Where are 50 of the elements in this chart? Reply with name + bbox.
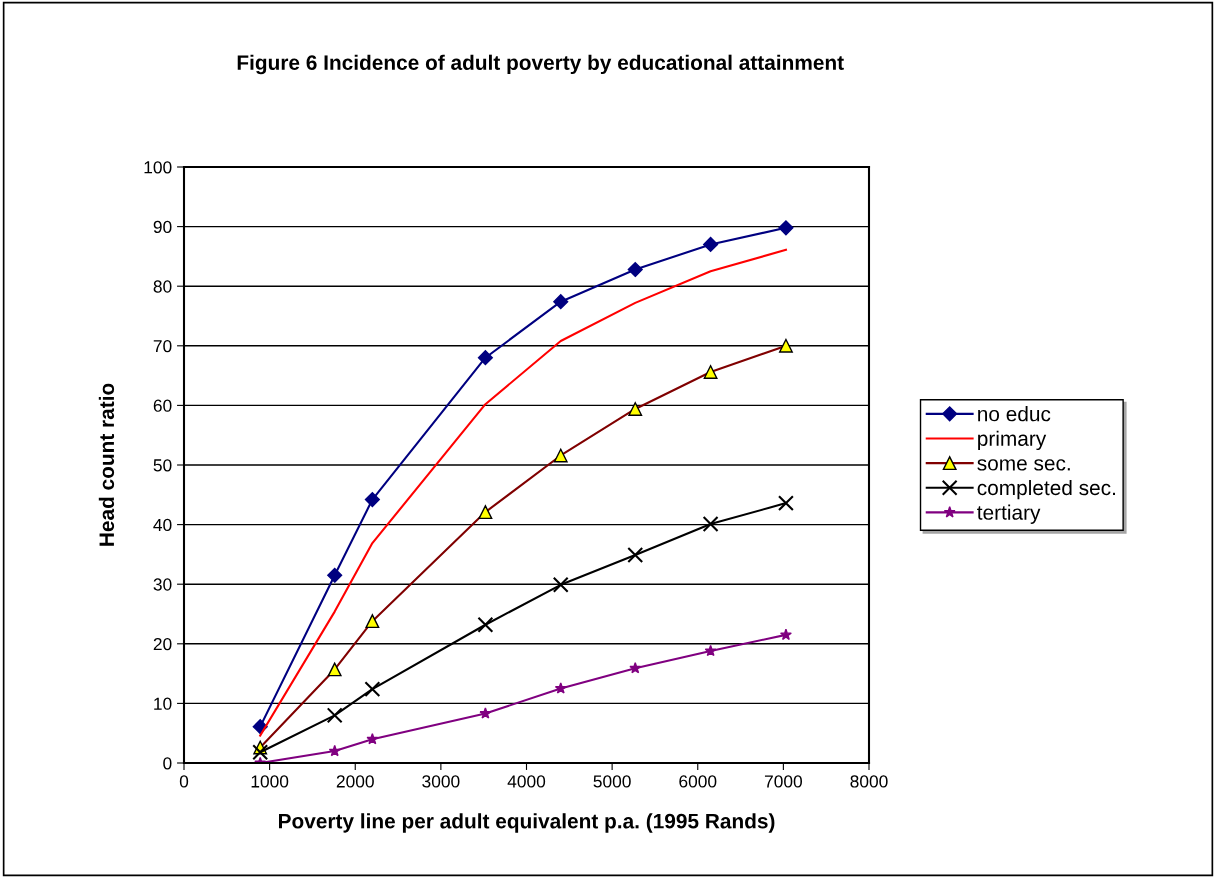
point	[778, 220, 794, 236]
x-tick-label: 8000	[850, 775, 888, 788]
x-tick-label: 6000	[679, 775, 717, 788]
legend-label: tertiary	[977, 504, 1041, 524]
x-tick-label: 0	[179, 775, 189, 788]
y-tick-label: 70	[153, 339, 172, 353]
point	[552, 576, 569, 593]
legend-label: no educ	[978, 406, 1051, 422]
point	[479, 707, 492, 719]
x-tick-label: 5000	[593, 775, 631, 788]
y-tick-label: 10	[154, 697, 172, 710]
point	[629, 661, 642, 674]
point	[779, 628, 792, 641]
legend-label: primary	[978, 430, 1047, 451]
point	[477, 616, 494, 633]
y-tick-label: 30	[153, 578, 172, 591]
point	[627, 261, 643, 278]
x-tick-label: 1000	[251, 775, 289, 788]
point	[627, 547, 644, 563]
point	[777, 495, 794, 512]
point	[477, 350, 493, 366]
point	[252, 744, 269, 761]
y-tick-label: 60	[153, 399, 172, 412]
point	[328, 744, 341, 757]
point	[364, 491, 380, 508]
y-tick-label: 0	[163, 757, 172, 770]
point	[326, 707, 343, 724]
x-tick-label: 3000	[422, 775, 460, 788]
y-tick-label: 80	[153, 280, 172, 293]
point	[553, 294, 569, 310]
point	[364, 681, 381, 698]
x-axis-title: Poverty line per adult equivalent p.a. (1995 Rands)	[279, 813, 775, 833]
x-tick-label: 4000	[507, 775, 546, 788]
y-tick-label: 40	[153, 518, 172, 532]
legend-label: completed sec.	[977, 479, 1115, 500]
point	[366, 732, 379, 745]
point	[702, 516, 719, 532]
y-tick-label: 90	[153, 220, 172, 234]
chart-title: Figure 6 Incidence of adult poverty by educational attainment	[237, 54, 844, 75]
y-tick-label: 50	[153, 459, 172, 472]
legend-label: some sec.	[977, 459, 1070, 471]
point	[704, 644, 717, 657]
x-tick-label: 2000	[336, 775, 374, 788]
y-tick-label: 20	[153, 637, 172, 651]
point	[554, 682, 567, 694]
point	[703, 236, 719, 253]
point	[327, 567, 343, 583]
y-axis-title: Head count ratio	[98, 383, 115, 546]
x-tick-label: 7000	[764, 775, 803, 788]
y-tick-label: 100	[144, 161, 172, 174]
